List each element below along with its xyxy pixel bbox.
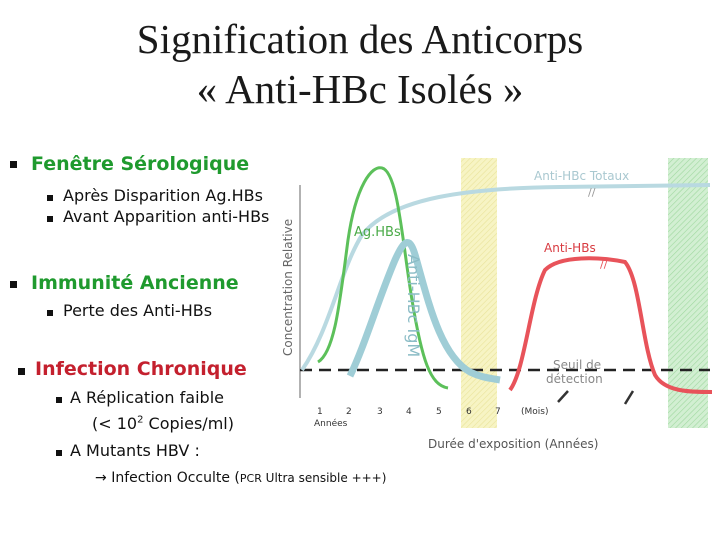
series-anti-hbs: [508, 256, 713, 394]
section-heading-infection: Infection Chronique: [35, 358, 247, 380]
threshold-label-1: Seuil de: [553, 358, 601, 372]
break-mark-totaux: //: [588, 186, 596, 199]
arrow-right-icon: →: [95, 470, 107, 486]
series-anti-hbc-totaux: [300, 183, 711, 372]
x-ticks: 1 2 3 4 5 6 7: [317, 407, 501, 417]
label-anti-hbc-totaux: Anti-HBc Totaux: [534, 169, 629, 183]
title-line-2: « Anti-HBc Isolés »: [196, 66, 524, 112]
label-anti-hbs: Anti-HBs: [544, 241, 596, 255]
axis-break-mark: [623, 390, 635, 405]
window-band-yellow: [461, 158, 497, 428]
list-item: Avant Apparition anti-HBs: [63, 207, 270, 226]
series-aghbs: [317, 166, 449, 390]
section-heading-fenetre: Fenêtre Sérologique: [31, 153, 250, 175]
section-heading-immunite: Immunité Ancienne: [31, 272, 239, 294]
bullet-icon: [56, 450, 62, 456]
bullet-icon: [18, 368, 25, 375]
x-tick-label: 4: [406, 407, 412, 417]
x-tick-label: 3: [377, 407, 383, 417]
bullet-icon: [10, 161, 17, 168]
threshold-label-2: détection: [546, 372, 603, 386]
page-title: Signification des Anticorps « Anti-HBc I…: [0, 14, 720, 114]
occult-infection-note: → Infection Occulte (PCR Ultra sensible …: [95, 470, 387, 486]
label-anti-hbc-igm: Anti-HBc IgM: [404, 254, 423, 357]
axis-break-mark: [557, 390, 569, 403]
bullet-icon: [47, 195, 53, 201]
bullet-icon: [47, 310, 53, 316]
window-band-green: [668, 158, 708, 428]
x-tick-label: 1: [317, 407, 323, 417]
replication-copies: (< 102 Copies/ml): [92, 414, 234, 433]
series-anti-hbc-igm: [346, 239, 501, 384]
list-item: Après Disparition Ag.HBs: [63, 186, 263, 205]
x-tick-label: 7: [495, 407, 501, 417]
title-line-1: Signification des Anticorps: [136, 16, 584, 62]
bullet-icon: [56, 397, 62, 403]
x-tick-label: 2: [346, 407, 352, 417]
x-tick-label: 5: [436, 407, 442, 417]
list-item: Perte des Anti-HBs: [63, 301, 213, 320]
label-aghbs: Ag.HBs: [354, 225, 401, 240]
bullet-icon: [10, 281, 17, 288]
list-item: A Réplication faible: [70, 388, 224, 407]
y-axis-label: Concentration Relative: [281, 219, 295, 356]
mois-label: (Mois): [521, 407, 548, 417]
x-tick-label: 6: [466, 407, 472, 417]
bullet-icon: [47, 216, 53, 222]
x-axis-label: Durée d'exposition (Années): [428, 437, 598, 451]
annees-label: Années: [314, 418, 348, 429]
list-item: A Mutants HBV :: [70, 441, 200, 460]
break-mark-anti-hbs: //: [600, 258, 608, 271]
